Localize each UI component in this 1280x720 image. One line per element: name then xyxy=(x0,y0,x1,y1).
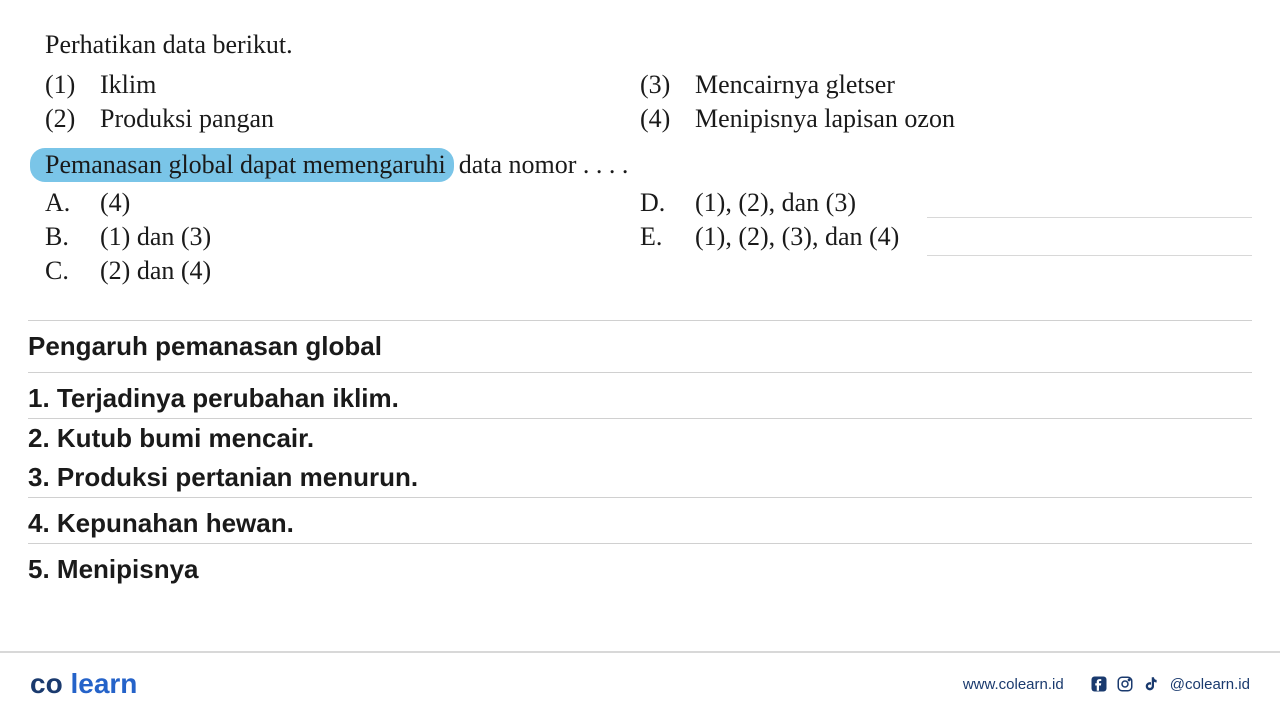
social-links: @colearn.id xyxy=(1089,674,1250,694)
data-number: (2) xyxy=(45,104,100,134)
tiktok-icon xyxy=(1141,674,1161,694)
data-column-right: (3) Mencairnya gletser (4) Menipisnya la… xyxy=(640,70,1235,138)
data-text: Iklim xyxy=(100,70,156,100)
data-text: Produksi pangan xyxy=(100,104,274,134)
option-label: E. xyxy=(640,222,695,252)
notes-group: 2. Kutub bumi mencair. 3. Produksi perta… xyxy=(28,419,1252,498)
notes-item-2: 2. Kutub bumi mencair. xyxy=(28,419,1252,458)
ruled-line xyxy=(927,180,1252,218)
facebook-icon xyxy=(1089,674,1109,694)
footer: co learn www.colearn.id @colearn.id xyxy=(0,651,1280,720)
question-intro: Perhatikan data berikut. xyxy=(45,30,1235,60)
option-text: (2) dan (4) xyxy=(100,256,211,286)
social-handle: @colearn.id xyxy=(1170,676,1250,693)
data-item-2: (2) Produksi pangan xyxy=(45,104,640,134)
data-list: (1) Iklim (2) Produksi pangan (3) Mencai… xyxy=(45,70,1235,138)
data-number: (4) xyxy=(640,104,695,134)
notes-title: Pengaruh pemanasan global xyxy=(28,320,1252,373)
option-a: A. (4) xyxy=(45,188,640,218)
data-text: Mencairnya gletser xyxy=(695,70,895,100)
option-c: C. (2) dan (4) xyxy=(45,256,640,286)
notes-item-4: 4. Kepunahan hewan. xyxy=(28,498,1252,544)
logo: co learn xyxy=(30,668,137,700)
option-label: D. xyxy=(640,188,695,218)
data-number: (3) xyxy=(640,70,695,100)
option-label: C. xyxy=(45,256,100,286)
instagram-icon xyxy=(1115,674,1135,694)
question-text-row: Pemanasan global dapat memengaruhi data … xyxy=(30,148,1235,182)
option-text: (1) dan (3) xyxy=(100,222,211,252)
notes-section: Pengaruh pemanasan global 1. Terjadinya … xyxy=(0,320,1280,589)
option-text: (1), (2), dan (3) xyxy=(695,188,856,218)
ruled-line xyxy=(927,218,1252,256)
highlighted-text: Pemanasan global dapat memengaruhi xyxy=(30,148,454,182)
data-column-left: (1) Iklim (2) Produksi pangan xyxy=(45,70,640,138)
data-item-3: (3) Mencairnya gletser xyxy=(640,70,1235,100)
option-b: B. (1) dan (3) xyxy=(45,222,640,252)
data-text: Menipisnya lapisan ozon xyxy=(695,104,955,134)
option-label: A. xyxy=(45,188,100,218)
data-number: (1) xyxy=(45,70,100,100)
notes-item-3: 3. Produksi pertanian menurun. xyxy=(28,458,1252,497)
data-item-4: (4) Menipisnya lapisan ozon xyxy=(640,104,1235,134)
logo-co: co xyxy=(30,668,63,699)
logo-learn: learn xyxy=(63,668,138,699)
side-ruled-lines xyxy=(927,180,1252,256)
question-remainder: data nomor . . . . xyxy=(459,150,629,180)
notes-item-5: 5. Menipisnya xyxy=(28,544,1252,589)
website-url: www.colearn.id xyxy=(963,676,1064,693)
footer-right: www.colearn.id @colearn.id xyxy=(963,674,1250,694)
option-text: (4) xyxy=(100,188,130,218)
option-text: (1), (2), (3), dan (4) xyxy=(695,222,899,252)
data-item-1: (1) Iklim xyxy=(45,70,640,100)
options-column-left: A. (4) B. (1) dan (3) C. (2) dan (4) xyxy=(45,188,640,290)
option-label: B. xyxy=(45,222,100,252)
notes-item-1: 1. Terjadinya perubahan iklim. xyxy=(28,373,1252,419)
